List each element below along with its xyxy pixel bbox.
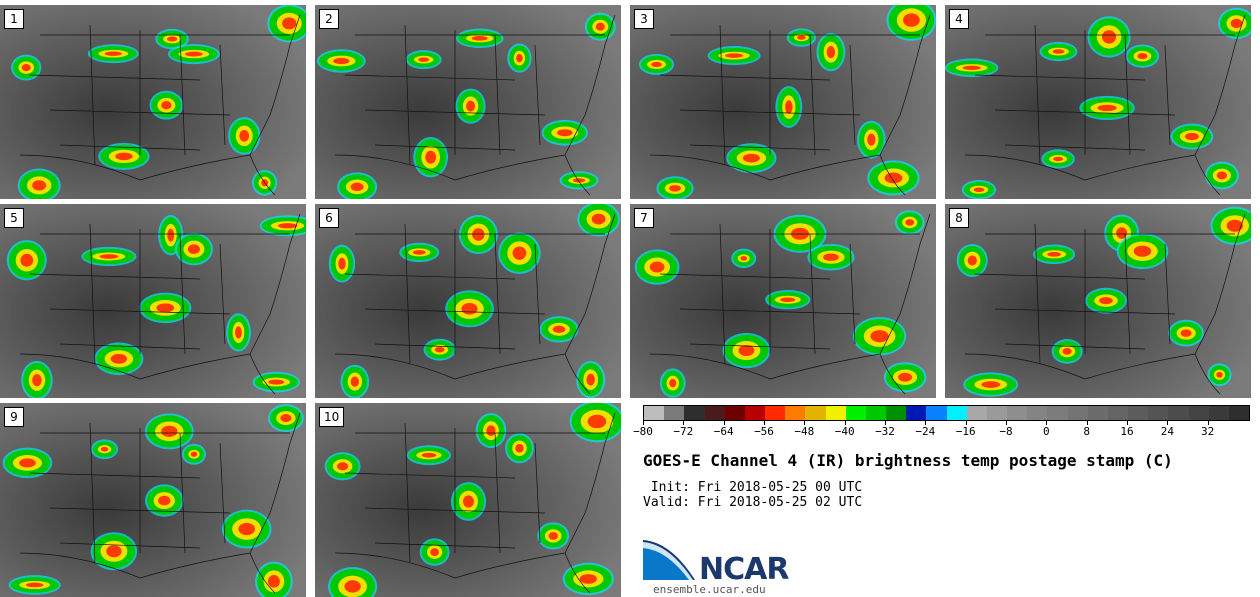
panel-number: 5 xyxy=(4,208,24,228)
map-panel: 8 xyxy=(945,204,1251,398)
colorbar-tick-label: 32 xyxy=(1201,425,1215,438)
figure-title: GOES-E Channel 4 (IR) brightness temp po… xyxy=(643,451,1173,470)
panel-number: 10 xyxy=(319,407,345,427)
colorbar-tick-label: 16 xyxy=(1120,425,1134,438)
colorbar-tick-label: −56 xyxy=(754,425,774,438)
colorbar-tick-label: −16 xyxy=(955,425,976,438)
ncar-logo-text: NCAR xyxy=(699,552,789,587)
panel-number: 1 xyxy=(4,9,24,29)
map-panel: 9 xyxy=(0,403,306,597)
colorbar-tick xyxy=(1127,421,1128,425)
panel-number: 8 xyxy=(949,208,969,228)
colorbar-tick-label: 0 xyxy=(1043,425,1050,438)
colorbar-tick xyxy=(683,421,685,425)
colorbar-tick xyxy=(885,421,886,425)
colorbar-tick-label: −72 xyxy=(673,425,694,438)
colorbar-cell xyxy=(1027,406,1048,420)
colorbar-cell xyxy=(1148,406,1169,420)
colorbar-tick-label: −80 xyxy=(633,425,653,438)
colorbar-cell xyxy=(1208,406,1229,420)
colorbar-cell xyxy=(684,406,705,420)
colorbar-tick xyxy=(925,421,927,425)
colorbar-cell xyxy=(906,406,927,420)
colorbar-cell xyxy=(825,406,846,420)
init-time: Init: Fri 2018-05-25 00 UTC xyxy=(643,480,863,495)
colorbar-cell xyxy=(1107,406,1129,420)
colorbar-tick xyxy=(1207,421,1209,425)
panel-number: 3 xyxy=(634,9,654,29)
ncar-logo-icon xyxy=(643,540,695,580)
map-panel: 6 xyxy=(315,204,621,398)
colorbar-tick-label: 8 xyxy=(1083,425,1090,438)
colorbar-tick-label: −40 xyxy=(834,425,855,438)
colorbar-cell xyxy=(966,406,987,420)
colorbar-cell xyxy=(986,406,1008,420)
map-panel: 5 xyxy=(0,204,306,398)
map-panel: 4 xyxy=(945,5,1251,199)
colorbar-cell xyxy=(664,406,685,420)
panel-number: 7 xyxy=(634,208,654,228)
colorbar-cell xyxy=(1228,406,1250,420)
colorbar-tick-label: 24 xyxy=(1160,425,1174,438)
colorbar-tick-label: −64 xyxy=(713,425,734,438)
panel-number: 9 xyxy=(4,407,24,427)
colorbar-cell xyxy=(886,406,907,420)
colorbar-tick xyxy=(723,421,725,425)
colorbar-cell xyxy=(1007,406,1028,420)
map-panel: 3 xyxy=(630,5,936,199)
panel-number: 2 xyxy=(319,9,339,29)
colorbar-cell xyxy=(926,406,947,420)
colorbar-cell xyxy=(785,406,806,420)
colorbar-cell xyxy=(1188,406,1209,420)
colorbar-tick-label: −48 xyxy=(794,425,815,438)
colorbar-tick xyxy=(844,421,846,425)
map-panel: 10 xyxy=(315,403,621,597)
colorbar-cell xyxy=(1047,406,1068,420)
panel-number: 6 xyxy=(319,208,339,228)
colorbar-tick xyxy=(1167,421,1169,425)
colorbar-tick-label: −24 xyxy=(915,425,936,438)
site-url[interactable]: ensemble.ucar.edu xyxy=(653,583,766,596)
colorbar-cell xyxy=(1168,406,1189,420)
colorbar-cell xyxy=(805,406,826,420)
colorbar-cell xyxy=(744,406,766,420)
colorbar-cell xyxy=(946,406,967,420)
map-panel: 7 xyxy=(630,204,936,398)
colorbar-tick xyxy=(804,421,806,425)
colorbar-cell xyxy=(1087,406,1108,420)
colorbar-tick xyxy=(1046,421,1048,425)
map-panel: 1 xyxy=(0,5,306,199)
valid-time: Valid: Fri 2018-05-25 02 UTC xyxy=(643,495,863,510)
colorbar-cell xyxy=(1128,406,1149,420)
colorbar-tick-label: −32 xyxy=(875,425,895,438)
colorbar-tick xyxy=(1086,421,1088,425)
colorbar-ticks: −80 −72 −64 −56 −48 −40 −32 −24 −16 −8 0 8 16 24 32 xyxy=(633,421,1248,441)
colorbar-cell xyxy=(865,406,887,420)
colorbar-cell xyxy=(1067,406,1088,420)
colorbar-tick xyxy=(1006,421,1007,425)
colorbar-cell xyxy=(765,406,786,420)
colorbar-cell xyxy=(845,406,866,420)
temperature-colorbar xyxy=(643,405,1250,421)
colorbar-cell xyxy=(704,406,725,420)
colorbar-cell xyxy=(644,406,665,420)
colorbar-tick xyxy=(764,421,765,425)
colorbar-cell xyxy=(724,406,745,420)
colorbar-tick xyxy=(965,421,967,425)
map-panel: 2 xyxy=(315,5,621,199)
panel-number: 4 xyxy=(949,9,969,29)
colorbar-tick xyxy=(643,421,644,425)
colorbar-tick-label: −8 xyxy=(999,425,1013,438)
